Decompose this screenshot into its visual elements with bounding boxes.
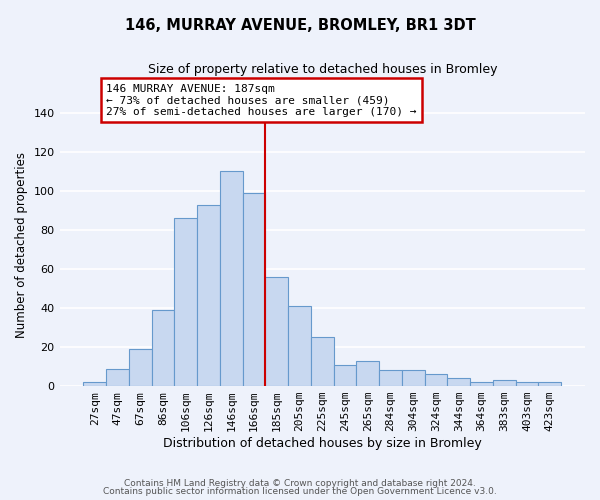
Bar	[311, 338, 334, 386]
Bar	[493, 380, 515, 386]
Bar	[334, 364, 356, 386]
Bar	[515, 382, 538, 386]
Text: 146, MURRAY AVENUE, BROMLEY, BR1 3DT: 146, MURRAY AVENUE, BROMLEY, BR1 3DT	[125, 18, 475, 32]
X-axis label: Distribution of detached houses by size in Bromley: Distribution of detached houses by size …	[163, 437, 482, 450]
Y-axis label: Number of detached properties: Number of detached properties	[15, 152, 28, 338]
Bar	[288, 306, 311, 386]
Bar	[152, 310, 175, 386]
Bar	[379, 370, 402, 386]
Bar	[425, 374, 448, 386]
Bar	[265, 277, 288, 386]
Bar	[470, 382, 493, 386]
Bar	[106, 368, 129, 386]
Text: Contains HM Land Registry data © Crown copyright and database right 2024.: Contains HM Land Registry data © Crown c…	[124, 478, 476, 488]
Bar	[129, 349, 152, 386]
Bar	[538, 382, 561, 386]
Bar	[356, 360, 379, 386]
Bar	[402, 370, 425, 386]
Text: Contains public sector information licensed under the Open Government Licence v3: Contains public sector information licen…	[103, 487, 497, 496]
Bar	[197, 204, 220, 386]
Bar	[242, 193, 265, 386]
Text: 146 MURRAY AVENUE: 187sqm
← 73% of detached houses are smaller (459)
27% of semi: 146 MURRAY AVENUE: 187sqm ← 73% of detac…	[106, 84, 416, 116]
Title: Size of property relative to detached houses in Bromley: Size of property relative to detached ho…	[148, 62, 497, 76]
Bar	[175, 218, 197, 386]
Bar	[448, 378, 470, 386]
Bar	[220, 172, 242, 386]
Bar	[83, 382, 106, 386]
